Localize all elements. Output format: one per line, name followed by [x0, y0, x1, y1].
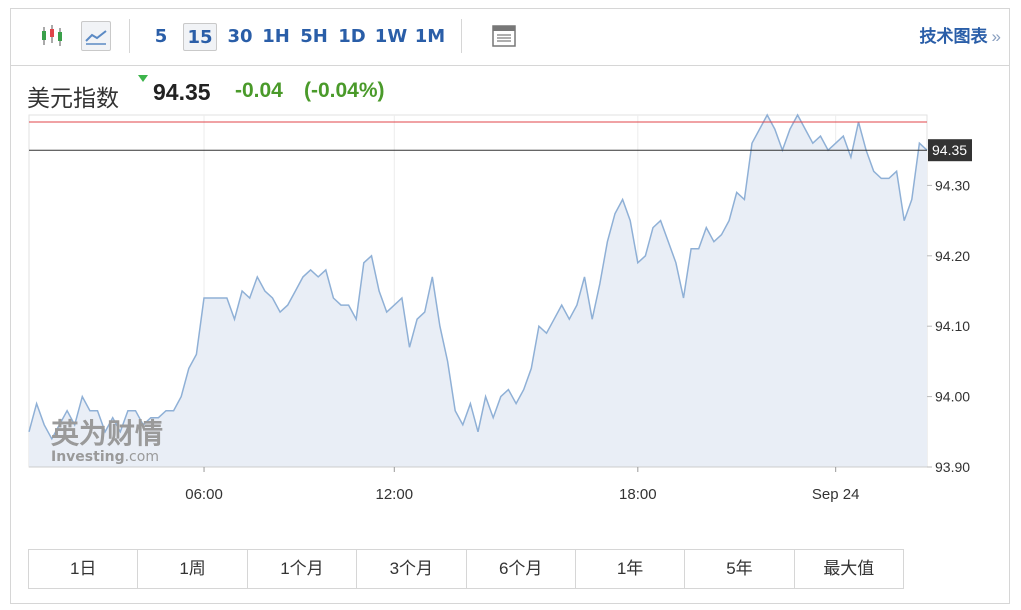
y-tick-label: 94.20 — [935, 248, 970, 264]
y-tick-label: 94.30 — [935, 177, 970, 193]
timeframe-30[interactable]: 30 — [227, 26, 253, 47]
x-tick-label: 12:00 — [376, 486, 414, 503]
x-tick-label: Sep 24 — [812, 486, 860, 503]
y-axis: 94.30 94.20 94.10 94.00 93.90 — [927, 177, 970, 475]
line-chart-icon[interactable] — [81, 21, 111, 51]
timeframe-15[interactable]: 15 — [183, 23, 217, 51]
timeframe-1d[interactable]: 1D — [338, 26, 366, 47]
y-tick-label: 93.90 — [935, 459, 970, 475]
x-tick-label: 18:00 — [619, 486, 657, 503]
chart-widget: 5 15 30 1H 5H 1D 1W 1M 技术图表» 美元指数 94.35 … — [10, 8, 1010, 604]
watermark-en: Investing.com — [51, 449, 159, 465]
price-chart: 94.30 94.20 94.10 94.00 93.90 06:00 12:00 18:0… — [28, 113, 972, 503]
x-tick-label: 06:00 — [185, 486, 223, 503]
instrument-name: 美元指数 — [27, 85, 119, 111]
current-price-badge-label: 94.35 — [932, 142, 967, 158]
current-price-badge-bg — [928, 139, 972, 162]
range-1y[interactable]: 1年 — [576, 550, 686, 588]
timeframe-1w[interactable]: 1W — [374, 26, 408, 47]
range-6m[interactable]: 6个月 — [467, 550, 576, 588]
toolbar-divider — [461, 19, 462, 53]
current-price-badge: 94.35 — [928, 139, 972, 162]
double-chevron-right-icon: » — [991, 27, 1001, 46]
technical-chart-label: 技术图表 — [919, 27, 988, 46]
investing-logo-watermark: 英为财情 Investing.com — [51, 417, 163, 465]
range-max[interactable]: 最大值 — [823, 559, 875, 578]
range-1d[interactable]: 1日 — [29, 550, 139, 588]
range-1m[interactable]: 1个月 — [248, 550, 358, 588]
y-tick-label: 94.10 — [935, 318, 970, 334]
table-icon[interactable] — [491, 23, 521, 53]
range-5y[interactable]: 5年 — [685, 550, 795, 588]
price-change: -0.04 — [235, 79, 283, 102]
timeframe-1h[interactable]: 1H — [262, 26, 290, 47]
time-range-buttons: 1日 1周 1个月 3个月 6个月 1年 5年 最大值 — [28, 549, 904, 589]
technical-chart-link[interactable]: 技术图表» — [920, 23, 1001, 51]
chart-toolbar: 5 15 30 1H 5H 1D 1W 1M 技术图表» — [11, 9, 1009, 66]
y-tick-label: 94.00 — [935, 389, 970, 405]
toolbar-divider — [129, 19, 130, 53]
watermark-cn: 英为财情 — [51, 417, 163, 450]
watermark-en-main: Investing — [51, 449, 125, 465]
watermark-en-suffix: .com — [125, 449, 159, 465]
price-area-fill — [29, 115, 927, 467]
candlestick-icon[interactable] — [37, 21, 67, 51]
timeframe-5h[interactable]: 5H — [300, 26, 328, 47]
range-3m[interactable]: 3个月 — [357, 550, 467, 588]
price-change-percent: (-0.04%) — [304, 79, 385, 102]
status-triangle-icon — [138, 75, 148, 82]
price-line — [28, 113, 928, 441]
timeframe-1m[interactable]: 1M — [414, 26, 446, 47]
timeframe-5[interactable]: 5 — [154, 26, 168, 47]
range-1w[interactable]: 1周 — [138, 550, 248, 588]
last-price: 94.35 — [153, 79, 211, 105]
